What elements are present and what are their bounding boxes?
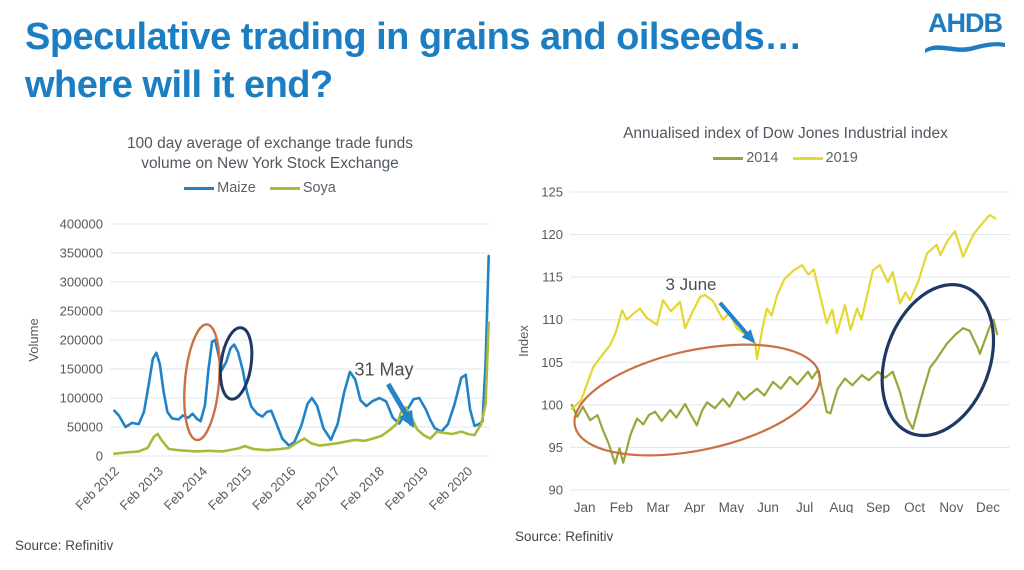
x-tick-label: Sep — [866, 500, 890, 513]
legend-item-2014: 2014 — [713, 150, 779, 166]
chart-dow-legend: 2014 2019 — [515, 148, 1020, 168]
x-tick-label: Aug — [829, 500, 853, 513]
annotation-ellipse — [880, 283, 996, 438]
x-tick-label: Feb 2020 — [426, 464, 475, 513]
y-axis-title: Index — [516, 325, 531, 357]
x-tick-label: Feb 2014 — [161, 464, 210, 513]
chart-dow-index: Annualised index of Dow Jones Industrial… — [515, 124, 1020, 518]
page-title: Speculative trading in grains and oilsee… — [25, 14, 802, 110]
x-tick-label: Feb 2016 — [249, 464, 298, 513]
chart-dow-plot: 90 95 100 105 110 115 120 125 Index Jan Feb Mar Apr M… — [516, 185, 1010, 515]
y-tick-label: 350000 — [60, 246, 103, 261]
series-line-soya — [113, 321, 491, 455]
y-tick-label: 400000 — [60, 217, 103, 232]
chart-etf-legend: Maize Soya — [20, 178, 500, 198]
x-tick-label: Apr — [684, 500, 706, 513]
x-tick-label: Feb 2015 — [205, 464, 254, 513]
legend-swatch — [713, 156, 744, 160]
x-tick-label: Feb — [610, 500, 633, 513]
y-tick-label: 200000 — [60, 333, 103, 348]
y-tick-label: 0 — [96, 449, 103, 464]
ahdb-logo-wave-icon — [925, 42, 1005, 53]
series-line-2014 — [570, 318, 999, 465]
x-tick-label: Feb 2013 — [117, 464, 166, 513]
ahdb-logo-text: AHDB — [928, 8, 1003, 38]
series-line-maize — [113, 254, 491, 447]
y-tick-label: 100 — [541, 397, 563, 412]
chart-etf-volume: 100 day average of exchange trade funds … — [20, 134, 500, 533]
annotation-ellipse — [218, 326, 254, 401]
source-left: Source: Refinitiv — [15, 538, 114, 553]
annotation-arrow — [386, 382, 415, 429]
page-title-line2: where will it end? — [25, 63, 333, 106]
annotation-ellipse — [573, 343, 821, 457]
y-tick-label: 120 — [541, 227, 563, 242]
y-tick-label: 115 — [542, 270, 563, 285]
legend-swatch — [269, 186, 300, 190]
x-tick-label: Feb 2017 — [293, 464, 342, 513]
source-right: Source: Refinitiv — [515, 529, 614, 544]
annotation-label: 3 June — [665, 275, 716, 294]
annotation-label: 31 May — [354, 359, 413, 379]
annotation-ellipse — [183, 323, 221, 442]
y-tick-label: 110 — [542, 312, 563, 327]
chart-etf-title-line2: volume on New York Stock Exchange — [141, 155, 399, 173]
x-tick-label: Oct — [904, 500, 925, 513]
x-tick-label: Jan — [574, 500, 596, 513]
legend-item-maize: Maize — [184, 180, 256, 196]
y-tick-label: 125 — [541, 185, 563, 200]
legend-item-2019: 2019 — [792, 150, 858, 166]
y-tick-label: 100000 — [60, 391, 103, 406]
legend-label: 2014 — [746, 150, 779, 166]
y-tick-label: 300000 — [60, 275, 103, 290]
legend-swatch — [184, 186, 215, 190]
chart-dow-title: Annualised index of Dow Jones Industrial… — [623, 125, 948, 142]
legend-item-soya: Soya — [269, 180, 336, 196]
y-tick-label: 105 — [541, 355, 563, 370]
y-axis-title: Volume — [26, 318, 41, 361]
y-tick-label: 95 — [549, 440, 563, 455]
x-tick-label: Feb 2012 — [72, 464, 121, 513]
y-tick-label: 150000 — [60, 362, 103, 377]
chart-etf-title: 100 day average of exchange trade funds … — [20, 134, 500, 174]
annotation-arrow — [718, 301, 756, 344]
page-title-line1: Speculative trading in grains and oilsee… — [25, 16, 802, 58]
series-line-2019 — [570, 213, 997, 411]
legend-label: Maize — [217, 180, 256, 196]
chart-etf-title-line1: 100 day average of exchange trade funds — [126, 135, 414, 152]
y-tick-label: 90 — [549, 483, 563, 498]
x-tick-label: May — [719, 500, 745, 513]
ahdb-logo: AHDB — [922, 10, 1008, 54]
x-tick-label: Dec — [976, 500, 1000, 513]
legend-label: 2019 — [825, 150, 858, 166]
x-tick-label: Nov — [939, 500, 963, 513]
legend-label: Soya — [302, 180, 336, 196]
x-tick-label: Feb 2018 — [338, 464, 387, 513]
legend-swatch — [792, 156, 823, 160]
x-tick-label: Feb 2019 — [382, 464, 431, 513]
x-tick-label: Mar — [646, 500, 670, 513]
y-tick-label: 50000 — [67, 420, 103, 435]
y-tick-label: 250000 — [60, 304, 103, 319]
x-tick-label: Jul — [796, 500, 813, 513]
chart-etf-plot: 0 50000 100000 150000 200000 250000 300000 3500… — [26, 217, 491, 513]
x-tick-label: Jun — [757, 500, 779, 513]
